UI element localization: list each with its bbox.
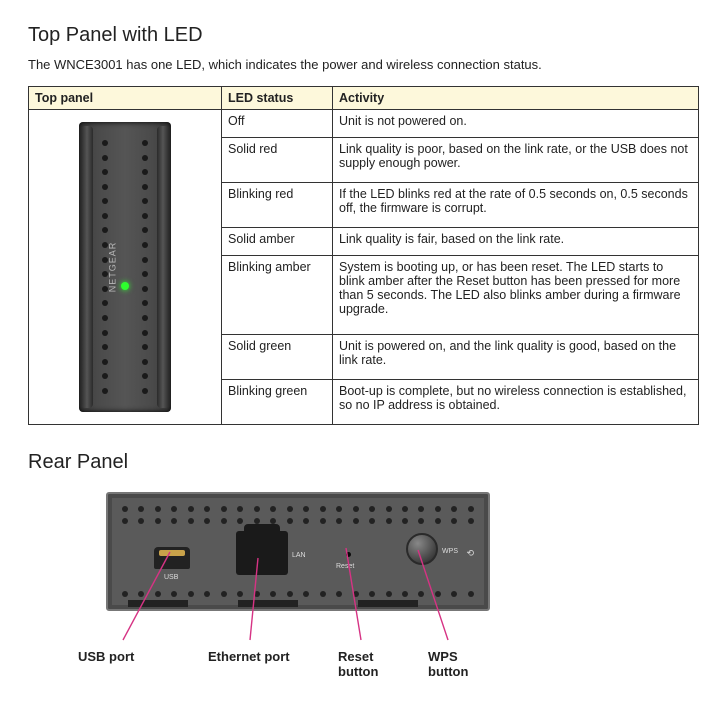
led-activity: Unit is powered on, and the link quality… bbox=[333, 334, 699, 379]
led-status: Blinking green bbox=[222, 379, 333, 424]
led-activity: System is booting up, or has been reset.… bbox=[333, 255, 699, 334]
led-icon bbox=[121, 282, 129, 290]
brand-label: NETGEAR bbox=[107, 242, 117, 293]
led-activity: Link quality is poor, based on the link … bbox=[333, 137, 699, 182]
section-title-top-panel: Top Panel with LED bbox=[28, 24, 699, 47]
led-activity: Link quality is fair, based on the link … bbox=[333, 227, 699, 255]
callout-reset: Reset button bbox=[338, 649, 378, 679]
rear-panel-figure: USB LAN Reset WPS ⟲ bbox=[88, 492, 508, 611]
callout-wps: WPS button bbox=[428, 649, 468, 679]
th-led-status: LED status bbox=[222, 87, 333, 110]
vent-row bbox=[122, 506, 474, 512]
tiny-label-wps: WPS bbox=[442, 548, 458, 555]
led-status: Blinking amber bbox=[222, 255, 333, 334]
callout-labels-row: USB port Ethernet port Reset button WPS … bbox=[88, 611, 508, 681]
tiny-label-usb: USB bbox=[164, 574, 178, 581]
section-title-rear-panel: Rear Panel bbox=[28, 451, 699, 474]
led-activity: If the LED blinks red at the rate of 0.5… bbox=[333, 182, 699, 227]
device-top-view: NETGEAR bbox=[79, 122, 171, 412]
led-status: Solid red bbox=[222, 137, 333, 182]
callout-usb: USB port bbox=[78, 649, 134, 664]
led-activity: Unit is not powered on. bbox=[333, 110, 699, 138]
led-status: Blinking red bbox=[222, 182, 333, 227]
device-image-cell: NETGEAR bbox=[29, 110, 222, 425]
usb-port-icon bbox=[154, 547, 190, 569]
device-rail bbox=[81, 126, 93, 408]
vent-column bbox=[139, 140, 151, 394]
led-status-table: Top panel LED status Activity NETGEAR Of… bbox=[28, 86, 699, 425]
th-top-panel: Top panel bbox=[29, 87, 222, 110]
th-activity: Activity bbox=[333, 87, 699, 110]
intro-text: The WNCE3001 has one LED, which indicate… bbox=[28, 57, 699, 72]
vent-row bbox=[122, 518, 474, 524]
led-status: Off bbox=[222, 110, 333, 138]
led-activity: Boot-up is complete, but no wireless con… bbox=[333, 379, 699, 424]
led-status: Solid amber bbox=[222, 227, 333, 255]
ethernet-port-icon bbox=[236, 531, 288, 575]
wifi-icon: ⟲ bbox=[466, 548, 474, 559]
device-rail bbox=[157, 126, 169, 408]
callout-ethernet: Ethernet port bbox=[208, 649, 290, 664]
tiny-label-lan: LAN bbox=[292, 552, 306, 559]
led-status: Solid green bbox=[222, 334, 333, 379]
tiny-label-reset: Reset bbox=[336, 563, 354, 570]
